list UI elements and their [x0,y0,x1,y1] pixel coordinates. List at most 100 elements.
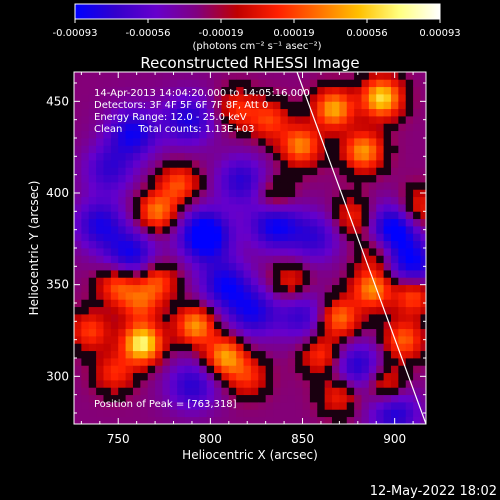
heatmap-cell [236,292,244,300]
heatmap-cell [191,123,200,132]
heatmap-cell [206,365,215,374]
heatmap-cell [398,145,407,154]
heatmap-cell [280,255,289,264]
heatmap-cell [376,336,385,344]
heatmap-cell [413,218,421,227]
heatmap-cell [398,108,407,117]
heatmap-cell [413,123,421,132]
heatmap-cell [317,365,326,374]
heatmap-cell [390,145,399,154]
heatmap-cell [295,160,303,168]
heatmap-cell [273,409,281,418]
heatmap-cell [361,372,370,381]
heatmap-cell [191,350,200,359]
heatmap-cell [302,380,311,388]
heatmap-cell [258,204,267,212]
heatmap-cell [132,262,141,271]
heatmap-cell [383,299,392,308]
heatmap-cell [368,350,377,359]
heatmap-cell [214,358,222,366]
heatmap-cell [280,174,289,183]
heatmap-cell [236,416,244,424]
heatmap-cell [361,402,370,410]
heatmap-cell [155,372,163,381]
heatmap-cell [258,292,267,300]
heatmap-cell [258,108,267,117]
heatmap-cell [147,138,156,146]
heatmap-cell [243,292,252,300]
heatmap-cell [295,79,303,88]
heatmap-cell [383,160,392,168]
heatmap-cell [295,226,303,234]
heatmap-cell [162,79,171,88]
heatmap-cell [118,336,126,344]
heatmap-cell [191,152,200,161]
heatmap-cell [184,72,193,80]
heatmap-cell [309,145,318,154]
heatmap-cell [368,292,377,300]
heatmap-cell [265,145,274,154]
heatmap-cell [81,189,90,198]
heatmap-cell [390,306,399,315]
heatmap-cell [398,365,407,374]
heatmap-cell [155,262,163,271]
heatmap-cell [110,314,119,322]
heatmap-cell [206,145,215,154]
heatmap-cell [346,204,355,212]
heatmap-cell [302,218,311,227]
heatmap-cell [118,240,126,249]
heatmap-cell [184,299,193,308]
heatmap-cell [184,372,193,381]
heatmap-cell [81,328,90,337]
heatmap-cell [184,226,193,234]
heatmap-cell [162,358,171,366]
heatmap-cell [199,343,208,352]
heatmap-cell [346,152,355,161]
heatmap-cell [265,182,274,190]
heatmap-cell [317,350,326,359]
heatmap-cell [132,336,141,344]
heatmap-cell [132,380,141,388]
heatmap-cell [162,387,171,396]
heatmap-cell [147,321,156,330]
heatmap-cell [287,328,296,337]
heatmap-cell [390,343,399,352]
heatmap-cell [346,174,355,183]
heatmap-cell [103,416,112,424]
heatmap-cell [280,160,289,168]
heatmap-cell [184,108,193,117]
heatmap-cell [199,270,208,278]
heatmap-cell [88,277,97,286]
heatmap-cell [280,314,289,322]
heatmap-cell [405,387,414,396]
heatmap-cell [324,284,333,293]
heatmap-cell [390,380,399,388]
heatmap-cell [413,160,421,168]
heatmap-cell [383,167,392,176]
heatmap-cell [147,350,156,359]
heatmap-cell [295,123,303,132]
heatmap-cell [376,248,385,256]
heatmap-cell [125,108,134,117]
heatmap-cell [280,226,289,234]
heatmap-cell [302,277,311,286]
heatmap-cell [214,79,222,88]
heatmap-cell [295,365,303,374]
heatmap-cell [199,365,208,374]
heatmap-cell [354,79,362,88]
heatmap-cell [332,116,340,124]
heatmap-cell [339,292,348,300]
heatmap-cell [155,123,163,132]
heatmap-cell [265,409,274,418]
heatmap-cell [405,130,414,139]
heatmap-cell [332,72,340,80]
heatmap-cell [287,365,296,374]
heatmap-cell [147,372,156,381]
heatmap-cell [118,394,126,403]
heatmap-cell [236,350,244,359]
heatmap-cell [155,336,163,344]
heatmap-cell [258,387,267,396]
heatmap-cell [317,218,326,227]
heatmap-cell [295,138,303,146]
heatmap-cell [295,204,303,212]
